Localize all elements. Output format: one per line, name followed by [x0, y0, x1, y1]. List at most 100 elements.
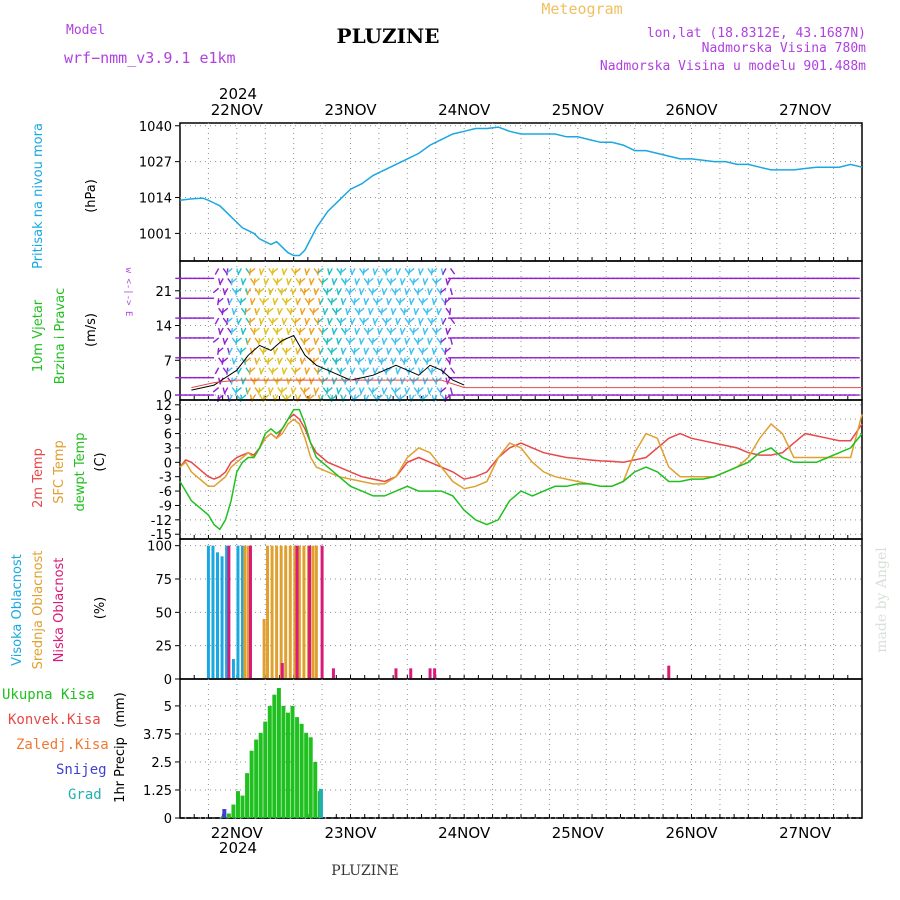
ytick-label: 1014	[139, 192, 172, 207]
ytick-label: -15	[151, 528, 172, 543]
wind-arrow	[312, 357, 320, 363]
wind-arrow	[271, 317, 279, 324]
wind-arrow	[428, 287, 433, 295]
meteogram-label: Meteogram	[541, 0, 622, 18]
wind-arrow	[267, 307, 274, 314]
precip-bar-total_precip	[276, 687, 281, 818]
wind-arrow	[385, 317, 392, 324]
wind-arrow	[396, 268, 402, 275]
wind-arrow	[385, 267, 392, 274]
model-altitude-label: Nadmorska Visina u modelu 901.488m	[600, 59, 866, 74]
precip-bar-total_precip	[272, 694, 277, 818]
wind-arrow	[351, 268, 356, 275]
wind-arrow	[428, 387, 433, 395]
cloud-ylabel-1: Visoka Oblacnost	[10, 554, 25, 666]
wind-arrow	[340, 367, 347, 373]
cloud-bar-mid_cloud	[275, 545, 279, 679]
wind-arrow	[226, 267, 233, 274]
wind-arrow	[367, 327, 374, 334]
wind-arrow	[376, 347, 383, 353]
wind-arrow	[371, 387, 379, 393]
wind-arrow	[335, 307, 342, 314]
top-day-label: 26NOV	[665, 101, 718, 119]
wind-arrow	[440, 387, 447, 393]
precip-bar-total_precip	[267, 705, 272, 818]
cloud-bar-low_cloud	[280, 663, 284, 679]
wind-panel: 0 7 14 21	[155, 260, 863, 404]
wind-arrow	[446, 327, 452, 335]
cloud-bar-high_cloud	[216, 552, 220, 679]
wind-arrow	[358, 307, 365, 314]
wind-arrow	[378, 377, 383, 385]
wind-arrow	[381, 357, 388, 363]
wind-arrow	[303, 287, 311, 294]
wind-arrow	[449, 367, 456, 374]
wind-arrow	[335, 357, 342, 363]
wind-arrow	[405, 387, 411, 395]
wind-arrow	[269, 387, 274, 395]
wind-arrow	[441, 317, 447, 325]
wind-arrow	[326, 337, 333, 343]
wind-arrow	[337, 387, 343, 395]
wind-arrow	[301, 307, 306, 315]
wind-ylabel-1: 10m Vjetar	[31, 299, 46, 372]
wind-arrow	[378, 278, 383, 285]
cloud-bar-mid_cloud	[266, 545, 270, 679]
wind-arrow	[258, 287, 265, 294]
wind-arrow	[396, 367, 402, 375]
ytick-label: -9	[159, 499, 172, 514]
model-name: wrf−nmm_v3.9.1 e1km	[64, 49, 236, 67]
wind-arrow	[258, 387, 265, 393]
precip-bar-total_precip	[281, 705, 286, 818]
precip-bar-total_precip	[290, 705, 295, 818]
wind-arrow	[230, 327, 238, 334]
ytick-label: 6	[164, 428, 172, 443]
wind-arrow	[399, 394, 406, 401]
wind-arrow	[399, 347, 406, 353]
cloud-bar-low_cloud	[320, 545, 324, 679]
wind-arrow	[241, 278, 247, 285]
bottom-day-label: 23NOV	[324, 824, 377, 842]
cloud-bar-low_cloud	[428, 668, 432, 679]
wind-arrow	[382, 387, 388, 395]
temp-unit: (C)	[93, 452, 108, 471]
wind-arrow	[449, 268, 456, 275]
ytick-label: 75	[155, 573, 172, 588]
cloud-bar-mid_cloud	[288, 545, 292, 679]
ytick-label: 5	[164, 700, 172, 715]
wind-arrow	[255, 357, 261, 365]
ytick-label: -6	[159, 485, 172, 500]
wind-speed-line	[191, 334, 465, 391]
wind-arrow	[423, 278, 429, 285]
wind-arrow	[285, 394, 292, 401]
wind-arrow	[419, 268, 424, 275]
wind-arrow	[212, 387, 220, 393]
bottom-day-label: 26NOV	[665, 824, 718, 842]
ytick-label: 3	[164, 442, 172, 457]
wind-arrow	[358, 357, 365, 363]
wind-arrow	[264, 377, 270, 385]
wind-arrow	[403, 357, 411, 363]
wind-arrow	[285, 297, 292, 304]
ytick-label: 0	[164, 673, 172, 688]
wind-arrow	[219, 327, 224, 335]
wind-arrow	[314, 287, 320, 295]
wind-arrow	[326, 287, 333, 294]
wind-arrow	[332, 278, 338, 285]
cloud-bar-mid_cloud	[293, 545, 297, 679]
wind-compass: w <-|-> E	[123, 268, 133, 317]
wind-arrow	[405, 337, 411, 345]
wind-arrow	[212, 287, 220, 294]
wind-arrow	[431, 367, 438, 373]
wind-arrow	[364, 347, 370, 355]
wind-arrow	[240, 297, 247, 304]
wind-arrow	[319, 297, 324, 305]
wind-arrow	[308, 394, 315, 401]
wind-arrow	[214, 367, 220, 375]
wind-arrow	[382, 287, 388, 295]
top-day-label: 22NOV	[211, 101, 264, 119]
wind-arrow	[237, 268, 242, 275]
top-date-axis: 22NOV 23NOV 24NOV 25NOV 26NOV 27NOV	[211, 101, 832, 119]
wind-arrow	[321, 327, 329, 334]
wind-arrow	[312, 307, 320, 314]
